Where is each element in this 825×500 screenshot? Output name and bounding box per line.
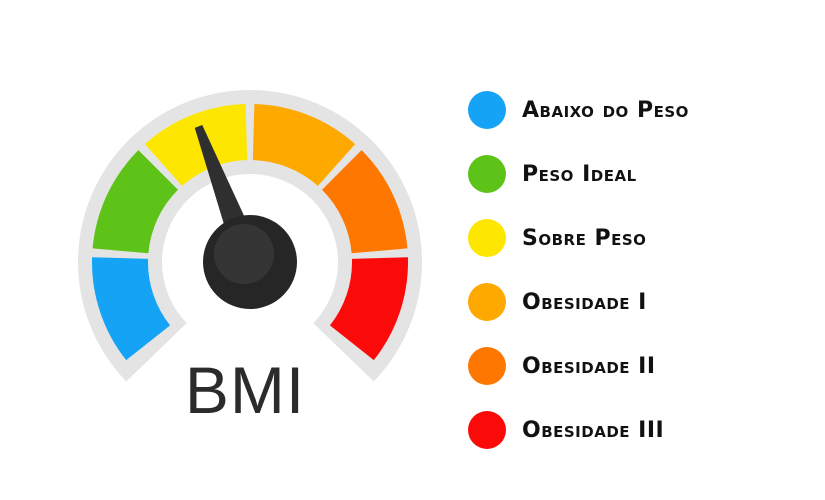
legend-label: Abaixo do Peso [522, 97, 689, 123]
legend-item-obesidade-iii: Obesidade III [468, 398, 813, 462]
legend-label: Peso Ideal [522, 161, 637, 187]
gauge-segment-green [92, 150, 178, 254]
legend-dot-yellow [468, 219, 506, 257]
gauge-segment-amber [252, 104, 356, 186]
gauge-title: BMI [184, 353, 306, 427]
legend-label: Obesidade I [522, 289, 647, 315]
bmi-gauge [78, 89, 423, 382]
legend-dot-orange [468, 347, 506, 385]
gauge-segment-orange [322, 150, 408, 254]
gauge-segment-blue [92, 257, 171, 361]
legend-item-sobre-peso: Sobre Peso [468, 206, 813, 270]
gauge-hub-highlight [214, 224, 274, 284]
legend-label: Sobre Peso [522, 225, 647, 251]
bmi-legend: Abaixo do Peso Peso Ideal Sobre Peso Obe… [468, 78, 813, 462]
legend-dot-green [468, 155, 506, 193]
legend-item-abaixo-do-peso: Abaixo do Peso [468, 78, 813, 142]
gauge-segment-red [329, 257, 408, 361]
legend-item-obesidade-ii: Obesidade II [468, 334, 813, 398]
legend-label: Obesidade III [522, 417, 665, 443]
legend-label: Obesidade II [522, 353, 656, 379]
legend-item-obesidade-i: Obesidade I [468, 270, 813, 334]
legend-item-peso-ideal: Peso Ideal [468, 142, 813, 206]
legend-dot-blue [468, 91, 506, 129]
legend-dot-red [468, 411, 506, 449]
legend-dot-amber [468, 283, 506, 321]
gauge-segment-yellow [144, 104, 248, 186]
